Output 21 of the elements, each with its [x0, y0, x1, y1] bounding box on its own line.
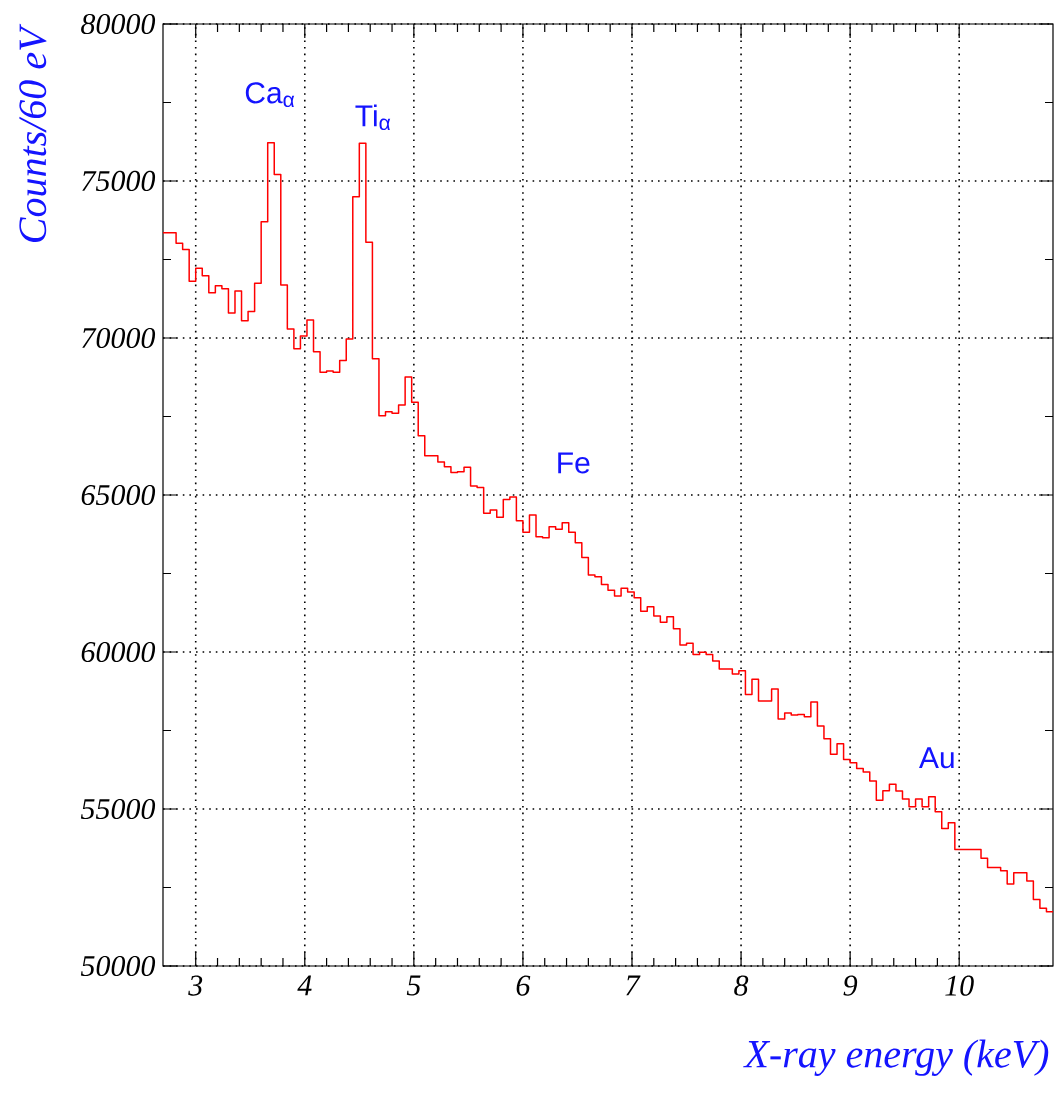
- x-tick-label: 8: [734, 975, 749, 996]
- annotation: Ca$_{α}$: [245, 82, 295, 108]
- annotation: Fe: [558, 452, 590, 474]
- y-tick-label: 80000: [81, 13, 156, 35]
- y-axis-title: Counts/60 eV: [19, 23, 47, 242]
- y-tick-label: 65000: [81, 484, 156, 506]
- x-tick-label: 5: [406, 975, 421, 996]
- annotation: Au: [919, 747, 954, 769]
- y-tick-label: 55000: [80, 798, 156, 820]
- x-tick-label: 10: [945, 975, 974, 996]
- x-tick-label: 9: [843, 975, 858, 996]
- y-tick-label: 70000: [82, 327, 156, 349]
- y-tick-label: 50000: [80, 955, 156, 977]
- y-tick-label: 75000: [82, 170, 156, 192]
- x-tick-label: 4: [297, 975, 312, 996]
- x-tick-label: 3: [188, 975, 203, 996]
- x-tick-label: 7: [626, 975, 641, 996]
- y-tick-label: 60000: [81, 641, 156, 663]
- x-tick-label: 6: [516, 975, 531, 996]
- annotation: Ti$_{α}$: [355, 104, 391, 131]
- x-axis-title: X-ray energy (keV): [743, 1039, 1049, 1076]
